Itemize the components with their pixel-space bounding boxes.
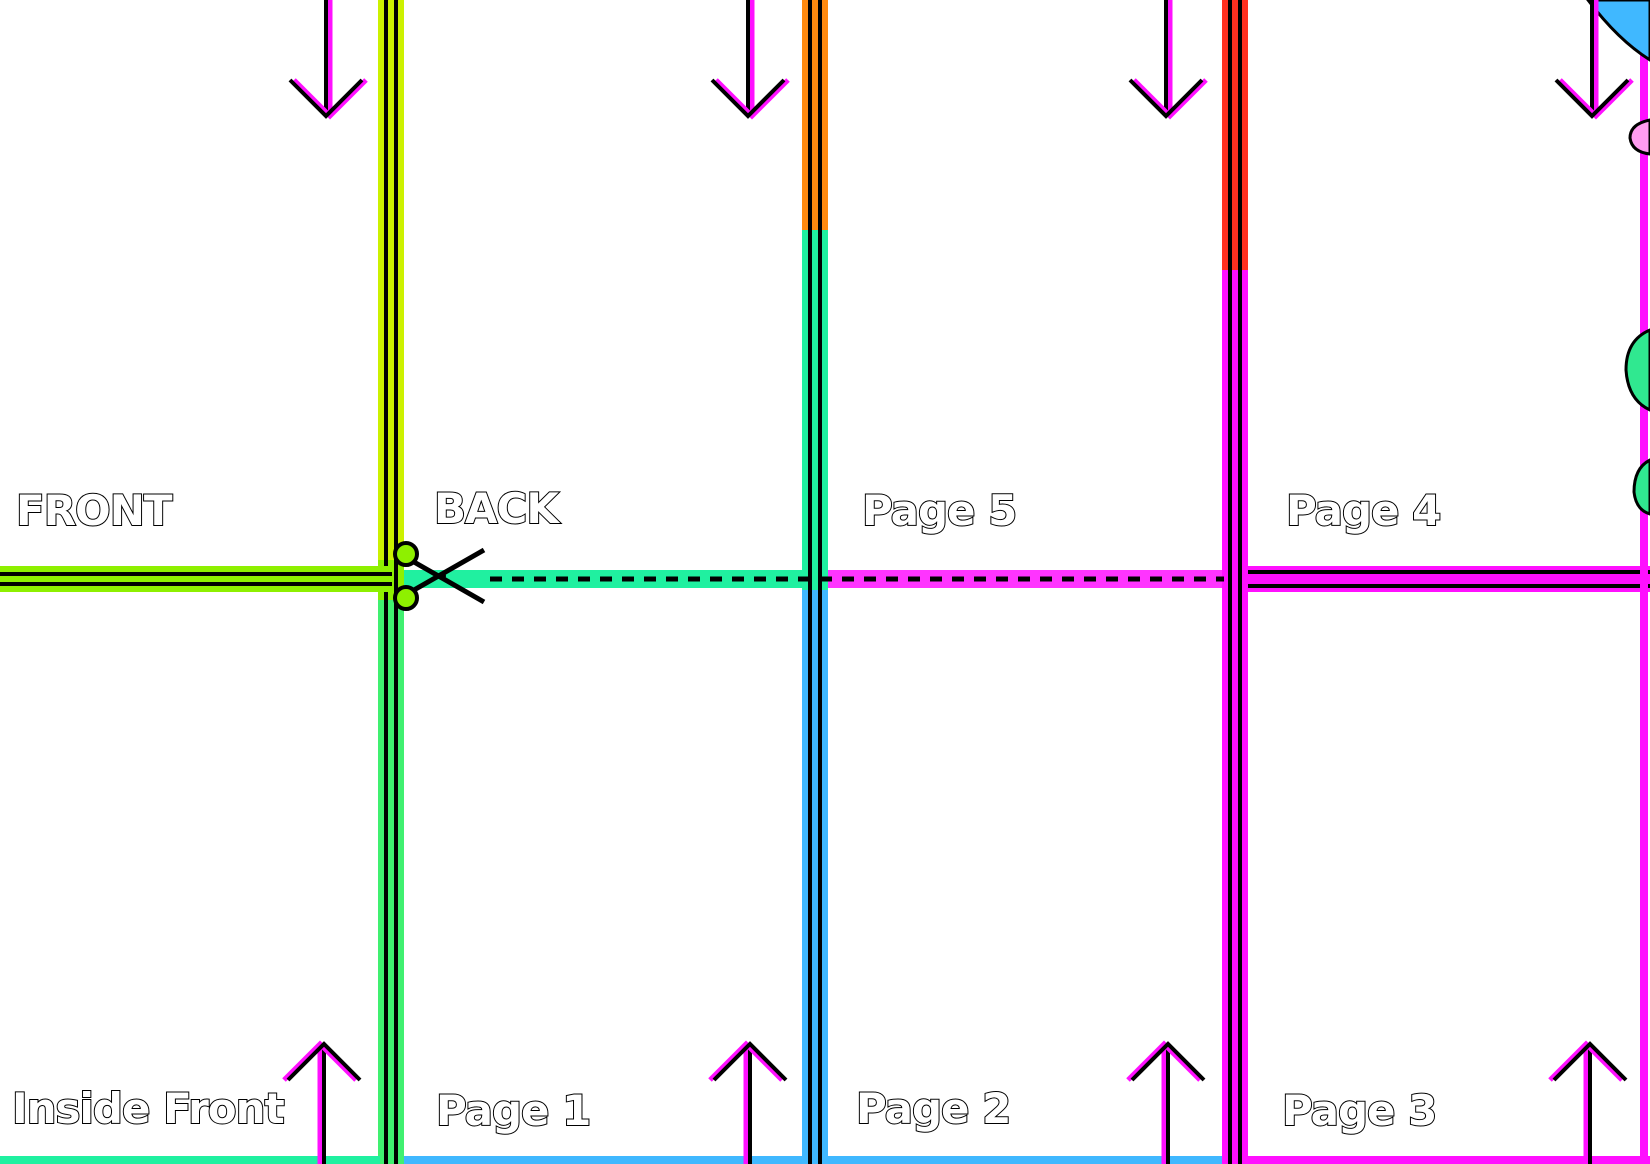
arrow-down-icon — [710, 0, 790, 120]
panel-label-page2: Page 2 — [855, 1084, 1012, 1133]
arrow-down-icon — [288, 0, 368, 120]
arrow-down-icon — [1554, 0, 1634, 120]
panel-label-front: FRONT — [15, 486, 174, 535]
arrow-up-icon — [1126, 1040, 1206, 1164]
fold-line-horizontal-left — [0, 566, 392, 592]
green-blob-shape — [1624, 328, 1650, 412]
panel-label-page1: Page 1 — [435, 1086, 592, 1135]
pink-blob-shape — [1628, 118, 1650, 156]
sheet-right-edge — [1640, 40, 1648, 1164]
panel-label-page4: Page 4 — [1285, 486, 1442, 535]
corner-decoration — [1586, 0, 1650, 516]
green-blob-shape-2 — [1632, 458, 1650, 516]
panel-label-inside-front: Inside Front — [11, 1084, 286, 1133]
arrow-up-icon — [708, 1040, 788, 1164]
panel-label-back: BACK — [433, 484, 560, 533]
panel-label-page3: Page 3 — [1281, 1086, 1438, 1135]
cut-line-horizontal — [404, 566, 1650, 592]
arrow-up-icon — [1548, 1040, 1628, 1164]
arrow-up-icon — [282, 1040, 362, 1164]
arrow-down-icon — [1128, 0, 1208, 120]
panel-label-page5: Page 5 — [861, 486, 1018, 535]
fold-line-vertical-2 — [802, 0, 828, 1164]
sheet-bottom-edge — [0, 1156, 1650, 1164]
fold-line-vertical-3 — [1222, 0, 1248, 1164]
scissors-icon — [393, 541, 486, 611]
